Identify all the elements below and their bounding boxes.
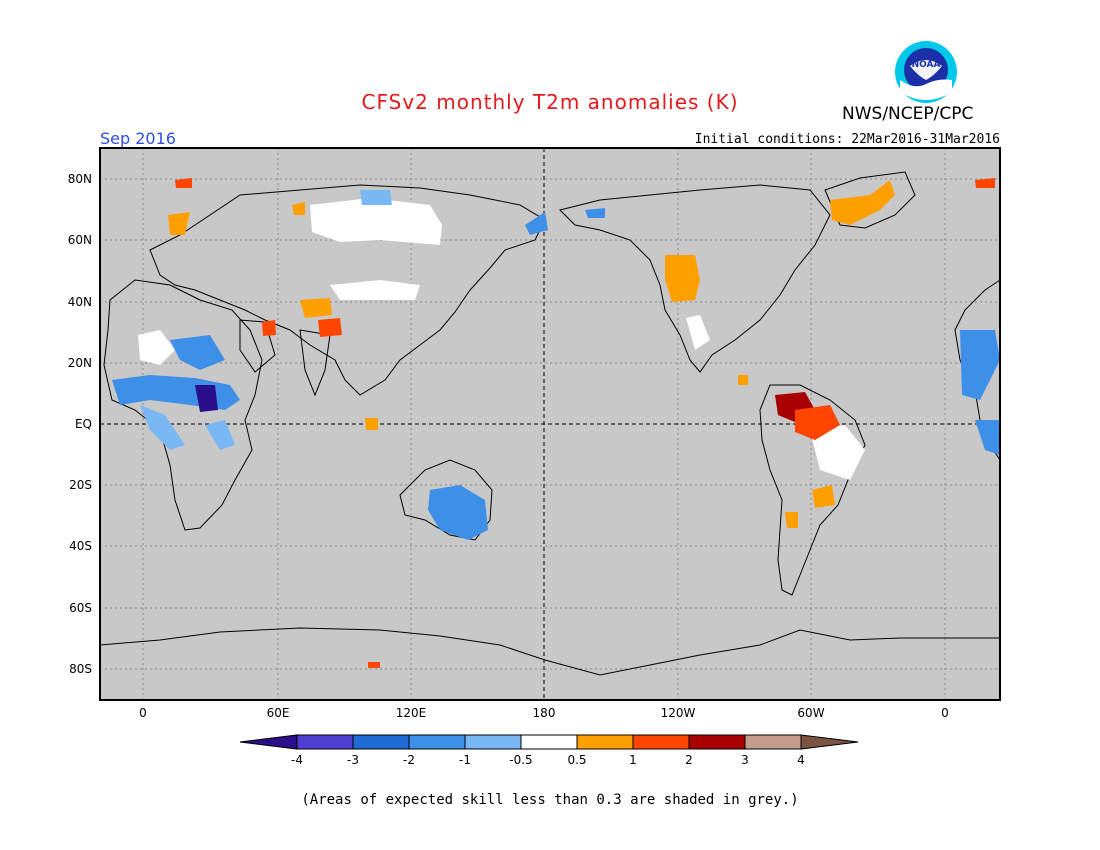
coastlines: [99, 171, 1001, 676]
colorbar-tick-label: -2: [403, 753, 415, 767]
lat-label: 20S: [69, 478, 92, 492]
colorbar-cell: [688, 734, 746, 750]
lon-label: 0: [941, 706, 949, 720]
colorbar-tick-label: 4: [797, 753, 805, 767]
colorbar-tick-label: -0.5: [509, 753, 532, 767]
colorbar-cell: [296, 734, 354, 750]
lon-label: 120E: [396, 706, 427, 720]
lat-label: 40N: [68, 295, 92, 309]
svg-text:NOAA: NOAA: [912, 60, 941, 70]
colorbar-tick-label: -4: [291, 753, 303, 767]
lat-label: 60N: [68, 233, 92, 247]
longitude-axis: 0 60E 120E 180 120W 60W 0: [139, 706, 949, 720]
colorbar-tick-label: 2: [685, 753, 693, 767]
anomaly-patches: [112, 178, 1000, 668]
lon-label: 180: [533, 706, 556, 720]
colorbar: [239, 734, 859, 750]
colorbar-cell: [576, 734, 634, 750]
colorbar-tick-label: 0.5: [567, 753, 586, 767]
target-month: Sep 2016: [100, 129, 176, 148]
lat-label: 80S: [69, 662, 92, 676]
lon-label: 0: [139, 706, 147, 720]
agency-label: NWS/NCEP/CPC: [842, 104, 974, 124]
lat-label: 20N: [68, 356, 92, 370]
colorbar-cell: [800, 734, 859, 750]
colorbar-cell: [464, 734, 522, 750]
colorbar-cell: [239, 734, 298, 750]
lat-label: EQ: [75, 417, 92, 431]
map-title: CFSv2 monthly T2m anomalies (K): [361, 90, 739, 114]
graticule: [100, 148, 1000, 700]
colorbar-cell: [744, 734, 802, 750]
skill-footnote: (Areas of expected skill less than 0.3 a…: [301, 792, 799, 808]
colorbar-tick-label: -1: [459, 753, 471, 767]
lon-label: 60E: [267, 706, 290, 720]
colorbar-cell: [632, 734, 690, 750]
initial-conditions: Initial conditions: 22Mar2016-31Mar2016: [694, 132, 1000, 147]
lat-label: 60S: [69, 601, 92, 615]
colorbar-cell: [352, 734, 410, 750]
lon-label: 120W: [661, 706, 696, 720]
colorbar-cell: [408, 734, 466, 750]
lat-label: 40S: [69, 539, 92, 553]
noaa-logo: NOAA: [895, 41, 957, 103]
latitude-axis: 80N 60N 40N 20N EQ 20S 40S 60S 80S: [68, 172, 92, 676]
lat-label: 80N: [68, 172, 92, 186]
colorbar-cell: [520, 734, 578, 750]
colorbar-tick-label: -3: [347, 753, 359, 767]
colorbar-tick-label: 1: [629, 753, 637, 767]
colorbar-ticks: -4 -3 -2 -1 -0.5 0.5 1 2 3 4: [291, 753, 805, 767]
colorbar-tick-label: 3: [741, 753, 749, 767]
equator-dateline: [100, 148, 1000, 700]
lon-label: 60W: [797, 706, 824, 720]
map-border: [99, 147, 1001, 701]
